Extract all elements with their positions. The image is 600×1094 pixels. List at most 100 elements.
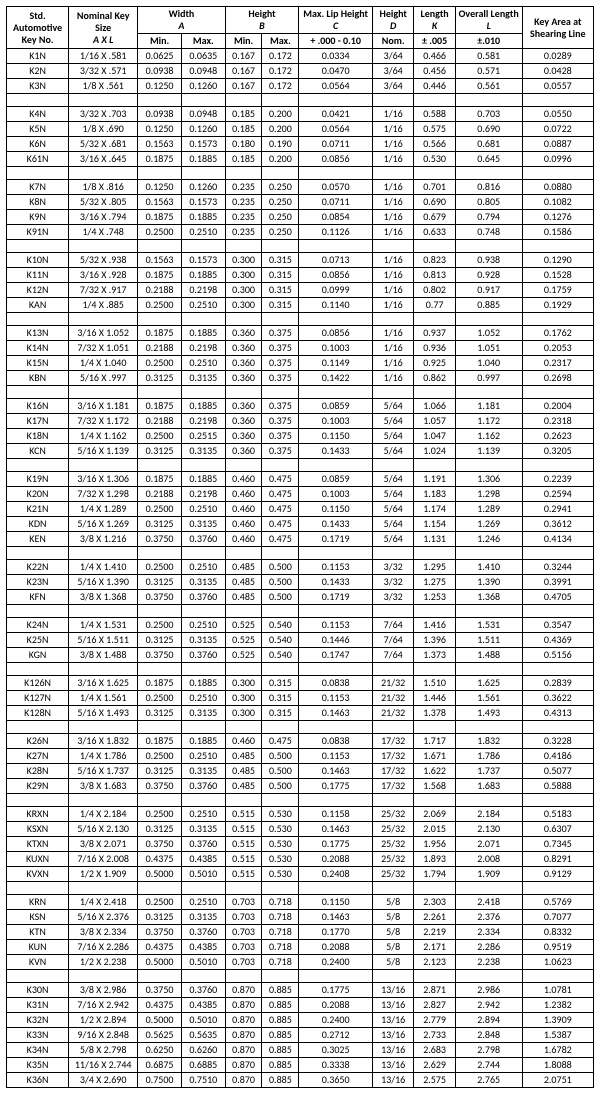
cell: 5/64	[372, 414, 413, 429]
cell: 0.360	[225, 414, 262, 429]
cell: 0.3750	[138, 532, 182, 547]
cell: 0.703	[225, 940, 262, 955]
cell: 2.986	[455, 983, 522, 998]
cell: 2.008	[455, 852, 522, 867]
table-row: K126N3/16 X 1.6250.18750.18850.3000.3150…	[7, 676, 594, 691]
cell: 0.235	[225, 180, 262, 195]
cell: 0.375	[262, 326, 299, 341]
table-row: K61N3/16 X .6450.18750.18850.1850.2000.0…	[7, 152, 594, 167]
cell: 25/32	[372, 807, 413, 822]
cell: 0.3135	[181, 633, 225, 648]
cell: 0.3760	[181, 837, 225, 852]
cell: 1/4 X 2.418	[69, 895, 138, 910]
cell: 0.3760	[181, 983, 225, 998]
cell: 5/8	[372, 940, 413, 955]
cell: 0.0996	[522, 152, 593, 167]
cell: 0.1150	[299, 502, 373, 517]
table-row: K15N1/4 X 1.0400.25000.25100.3600.3750.1…	[7, 356, 594, 371]
cell: 2.942	[455, 998, 522, 1013]
cell: K91N	[7, 225, 69, 240]
cell: 5/16 X 1.511	[69, 633, 138, 648]
cell: KGN	[7, 648, 69, 663]
cell: 0.0856	[299, 152, 373, 167]
cell: K8N	[7, 195, 69, 210]
cell: K20N	[7, 487, 69, 502]
table-row: KEN3/8 X 1.2160.37500.37600.4600.4750.17…	[7, 532, 594, 547]
cell: 0.0625	[138, 49, 182, 64]
cell: 3/32	[372, 560, 413, 575]
cell: 0.2188	[138, 487, 182, 502]
cell: 0.588	[414, 107, 455, 122]
cell: 0.2515	[181, 429, 225, 444]
group-spacer	[7, 721, 594, 734]
hdr-b-max: Max.	[262, 34, 299, 49]
cell: 0.2510	[181, 356, 225, 371]
cell: 0.172	[262, 79, 299, 94]
cell: 3/16 X .645	[69, 152, 138, 167]
table-row: K18N1/4 X 1.1620.25000.25150.3600.3750.1…	[7, 429, 594, 444]
cell: 0.466	[414, 49, 455, 64]
cell: 0.3135	[181, 706, 225, 721]
cell: 2.629	[414, 1058, 455, 1073]
cell: 0.5000	[138, 867, 182, 882]
group-spacer	[7, 605, 594, 618]
table-row: K33N9/16 X 2.8480.56250.56350.8700.8850.…	[7, 1028, 594, 1043]
cell: 25/32	[372, 867, 413, 882]
cell: 0.571	[455, 64, 522, 79]
cell: 1.052	[455, 326, 522, 341]
cell: 0.530	[262, 837, 299, 852]
group-spacer	[7, 970, 594, 983]
cell: 21/32	[372, 676, 413, 691]
cell: 0.525	[225, 633, 262, 648]
cell: 0.360	[225, 429, 262, 444]
cell: KCN	[7, 444, 69, 459]
cell: 17/32	[372, 779, 413, 794]
cell: 1/4 X 1.162	[69, 429, 138, 444]
cell: 0.7500	[138, 1073, 182, 1088]
cell: 0.3338	[299, 1058, 373, 1073]
table-row: K17N7/32 X 1.1720.21880.21980.3600.3750.…	[7, 414, 594, 429]
cell: 1/4 X 1.040	[69, 356, 138, 371]
cell: 1.298	[455, 487, 522, 502]
cell: 1/16	[372, 210, 413, 225]
cell: K3N	[7, 79, 69, 94]
cell: 0.485	[225, 590, 262, 605]
cell: 0.3244	[522, 560, 593, 575]
hdr-lenK-tol: ± .005	[414, 34, 455, 49]
cell: 0.460	[225, 517, 262, 532]
cell: 0.3750	[138, 983, 182, 998]
cell: 0.813	[414, 268, 455, 283]
cell: 0.515	[225, 822, 262, 837]
cell: 13/16	[372, 1043, 413, 1058]
group-spacer	[7, 94, 594, 107]
cell: 2.798	[455, 1043, 522, 1058]
table-row: KTN3/8 X 2.3340.37500.37600.7030.7180.17…	[7, 925, 594, 940]
cell: 0.2088	[299, 940, 373, 955]
table-row: KAN1/4 X .8850.25000.25100.3000.3150.114…	[7, 298, 594, 313]
hdr-keyno: Std.AutomotiveKey No.	[7, 7, 69, 49]
cell: 1/4 X 1.531	[69, 618, 138, 633]
group-spacer	[7, 882, 594, 895]
cell: 0.885	[262, 1028, 299, 1043]
cell: 0.5000	[138, 1013, 182, 1028]
cell: 0.0838	[299, 734, 373, 749]
cell: 0.475	[262, 734, 299, 749]
cell: 3/32	[372, 590, 413, 605]
cell: 0.300	[225, 268, 262, 283]
cell: 0.515	[225, 852, 262, 867]
cell: 0.581	[455, 49, 522, 64]
cell: 0.300	[225, 253, 262, 268]
cell: 0.679	[414, 210, 455, 225]
cell: 0.0570	[299, 180, 373, 195]
cell: 0.0289	[522, 49, 593, 64]
cell: 0.0564	[299, 122, 373, 137]
cell: 3/8 X 1.216	[69, 532, 138, 547]
table-row: KSN5/16 X 2.3760.31250.31350.7030.7180.1…	[7, 910, 594, 925]
cell: 0.885	[262, 998, 299, 1013]
cell: 0.475	[262, 517, 299, 532]
cell: KDN	[7, 517, 69, 532]
cell: 0.1719	[299, 532, 373, 547]
cell: 0.375	[262, 341, 299, 356]
cell: 0.167	[225, 64, 262, 79]
cell: 0.870	[225, 998, 262, 1013]
